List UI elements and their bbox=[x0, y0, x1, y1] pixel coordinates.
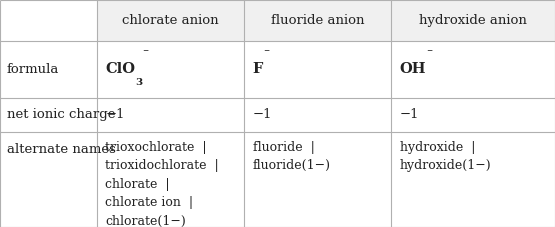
Text: formula: formula bbox=[7, 63, 59, 76]
Bar bbox=[97, 0, 244, 41]
Text: hydroxide  |
hydroxide(1−): hydroxide | hydroxide(1−) bbox=[400, 141, 491, 172]
Text: net ionic charge: net ionic charge bbox=[7, 108, 115, 121]
Bar bbox=[244, 0, 391, 41]
Text: alternate names: alternate names bbox=[7, 143, 115, 156]
Text: F: F bbox=[253, 62, 263, 76]
Text: ⁻: ⁻ bbox=[426, 47, 432, 60]
Text: OH: OH bbox=[400, 62, 426, 76]
Text: −1: −1 bbox=[253, 108, 272, 121]
Text: trioxochlorate  |
trioxidochlorate  |
chlorate  |
chlorate ion  |
chlorate(1−): trioxochlorate | trioxidochlorate | chlo… bbox=[105, 141, 219, 227]
Text: −1: −1 bbox=[400, 108, 419, 121]
Text: 3: 3 bbox=[135, 78, 143, 87]
Text: fluoride anion: fluoride anion bbox=[271, 14, 365, 27]
Text: ⁻: ⁻ bbox=[143, 47, 149, 60]
Text: ClO: ClO bbox=[105, 62, 135, 76]
Text: hydroxide anion: hydroxide anion bbox=[419, 14, 527, 27]
Text: chlorate anion: chlorate anion bbox=[122, 14, 219, 27]
Text: −1: −1 bbox=[105, 108, 125, 121]
Bar bbox=[391, 0, 555, 41]
Text: ⁻: ⁻ bbox=[263, 47, 269, 60]
Text: fluoride  |
fluoride(1−): fluoride | fluoride(1−) bbox=[253, 141, 331, 172]
